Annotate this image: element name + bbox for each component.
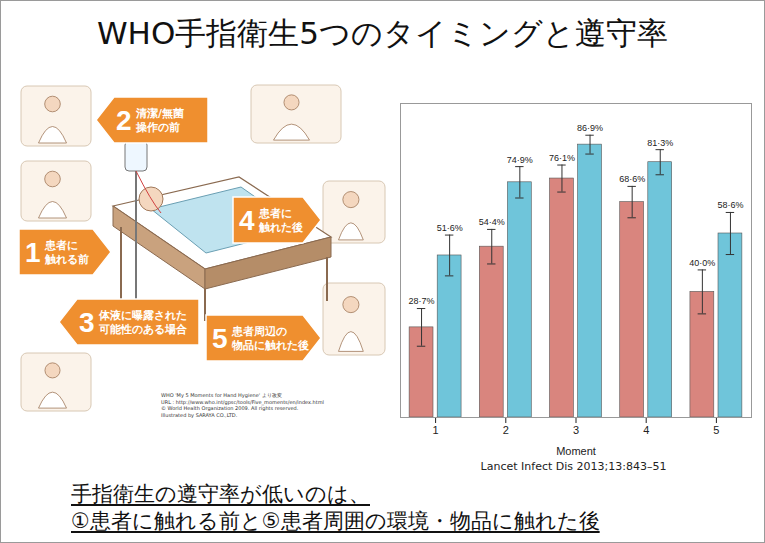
svg-text:URL : http://www.who.int/gpsc/: URL : http://www.who.int/gpsc/tools/Five… xyxy=(161,398,324,405)
svg-text:81·3%: 81·3% xyxy=(647,138,673,148)
svg-text:Illustrated by SARAYA CO.,LTD.: Illustrated by SARAYA CO.,LTD. xyxy=(161,412,238,419)
svg-text:1: 1 xyxy=(25,237,41,268)
svg-text:4: 4 xyxy=(643,424,649,436)
svg-text:5: 5 xyxy=(713,424,719,436)
svg-text:76·1%: 76·1% xyxy=(549,153,575,163)
svg-text:可能性のある場合: 可能性のある場合 xyxy=(98,323,188,336)
svg-text:患者周辺の: 患者周辺の xyxy=(231,325,287,338)
svg-text:体液に曝露された: 体液に曝露された xyxy=(98,309,187,322)
svg-text:触れる前: 触れる前 xyxy=(44,253,89,266)
svg-text:4: 4 xyxy=(239,205,255,236)
svg-text:51·6%: 51·6% xyxy=(437,223,463,233)
svg-text:68·6%: 68·6% xyxy=(619,174,645,184)
html-text:手指衛生の遵守率が低いのは、: 手指衛生の遵守率が低いのは、 xyxy=(71,482,370,506)
svg-text:58·6%: 58·6% xyxy=(717,200,743,210)
svg-text:WHO 'My 5 Moments for Hand Hyg: WHO 'My 5 Moments for Hand Hygiene' より改変 xyxy=(161,392,282,398)
svg-text:86·9%: 86·9% xyxy=(577,123,603,133)
svg-text:54·4%: 54·4% xyxy=(479,217,505,227)
svg-text:28·7%: 28·7% xyxy=(409,296,435,306)
svg-text:2: 2 xyxy=(503,424,509,436)
svg-text:触れた後: 触れた後 xyxy=(258,221,303,234)
html-text:Lancet Infect Dis 2013;13:843–: Lancet Infect Dis 2013;13:843–51 xyxy=(480,460,667,473)
svg-text:1: 1 xyxy=(433,424,439,436)
svg-text:3: 3 xyxy=(573,424,579,436)
svg-text:3: 3 xyxy=(79,307,95,338)
html-text:①患者に触れる前と⑤患者周囲の環境・物品に触れた後: ①患者に触れる前と⑤患者周囲の環境・物品に触れた後 xyxy=(71,509,600,533)
svg-text:5: 5 xyxy=(212,323,228,354)
svg-text:物品に触れた後: 物品に触れた後 xyxy=(231,339,309,352)
svg-text:© World Health Organization 20: © World Health Organization 2009. All ri… xyxy=(161,405,299,411)
svg-text:2: 2 xyxy=(116,105,132,136)
svg-text:40·0%: 40·0% xyxy=(689,258,715,268)
svg-text:患者に: 患者に xyxy=(44,239,78,252)
html-text:WHO手指衛生5つのタイミングと遵守率: WHO手指衛生5つのタイミングと遵守率 xyxy=(97,15,668,51)
svg-text:清潔/無菌: 清潔/無菌 xyxy=(135,107,184,120)
svg-text:74·9%: 74·9% xyxy=(507,154,533,164)
svg-text:Moment: Moment xyxy=(556,445,596,457)
svg-text:操作の前: 操作の前 xyxy=(135,121,180,134)
svg-text:患者に: 患者に xyxy=(258,207,292,220)
